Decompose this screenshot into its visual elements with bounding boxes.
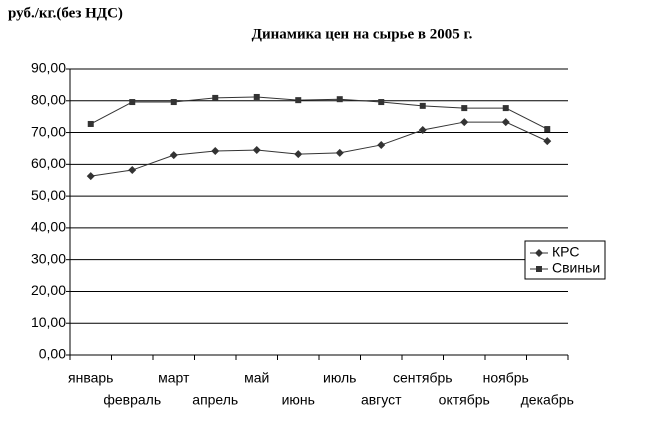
point	[253, 93, 260, 100]
point	[460, 118, 469, 127]
y-tick-label: 80,00	[31, 91, 66, 107]
x-tick-label: январь	[68, 370, 113, 386]
legend-box	[524, 240, 606, 280]
point	[377, 140, 386, 149]
point	[544, 126, 551, 133]
point	[252, 146, 261, 155]
x-tick-label: май	[244, 370, 269, 386]
legend-marker	[535, 249, 543, 257]
x-tick-label: март	[158, 370, 190, 386]
point	[335, 148, 344, 157]
x-tick-label: ноябрь	[483, 370, 529, 386]
point	[502, 105, 509, 112]
point	[87, 120, 94, 127]
point	[543, 137, 552, 146]
x-tick-label: декабрь	[521, 392, 574, 408]
point	[128, 166, 137, 175]
x-tick-label: февраль	[103, 392, 161, 408]
point	[294, 150, 303, 159]
x-tick-label: июнь	[282, 392, 315, 408]
y-tick-label: 90,00	[31, 60, 66, 76]
point	[295, 97, 302, 104]
y-axis-label: руб./кг.(без НДС)	[8, 5, 123, 21]
y-tick-label: 0,00	[39, 346, 66, 362]
chart-title: Динамика цен на сырье в 2005 г.	[252, 26, 473, 42]
legend-marker	[536, 266, 542, 272]
point	[211, 146, 220, 155]
line	[90, 121, 548, 177]
line	[90, 96, 548, 130]
x-tick-label: июль	[323, 370, 356, 386]
y-tick-label: 70,00	[31, 123, 66, 139]
x-tick-label: сентябрь	[393, 370, 453, 386]
legend-label: КРС	[552, 244, 579, 260]
point	[419, 102, 426, 109]
y-tick-label: 50,00	[31, 187, 66, 203]
legend-label: Свиньи	[552, 260, 600, 276]
point	[86, 172, 95, 181]
y-tick-label: 60,00	[31, 155, 66, 171]
point	[170, 99, 177, 106]
point	[378, 99, 385, 106]
y-tick-label: 40,00	[31, 219, 66, 235]
point	[336, 96, 343, 103]
y-tick-label: 30,00	[31, 250, 66, 266]
x-tick-label: апрель	[192, 392, 238, 408]
y-tick-label: 10,00	[31, 314, 66, 330]
point	[418, 126, 427, 135]
x-tick-label: август	[361, 392, 402, 408]
point	[212, 94, 219, 101]
y-tick-label: 20,00	[31, 282, 66, 298]
point	[169, 151, 178, 160]
point	[501, 118, 510, 127]
point	[129, 99, 136, 106]
x-tick-label: октябрь	[439, 392, 490, 408]
point	[461, 105, 468, 112]
